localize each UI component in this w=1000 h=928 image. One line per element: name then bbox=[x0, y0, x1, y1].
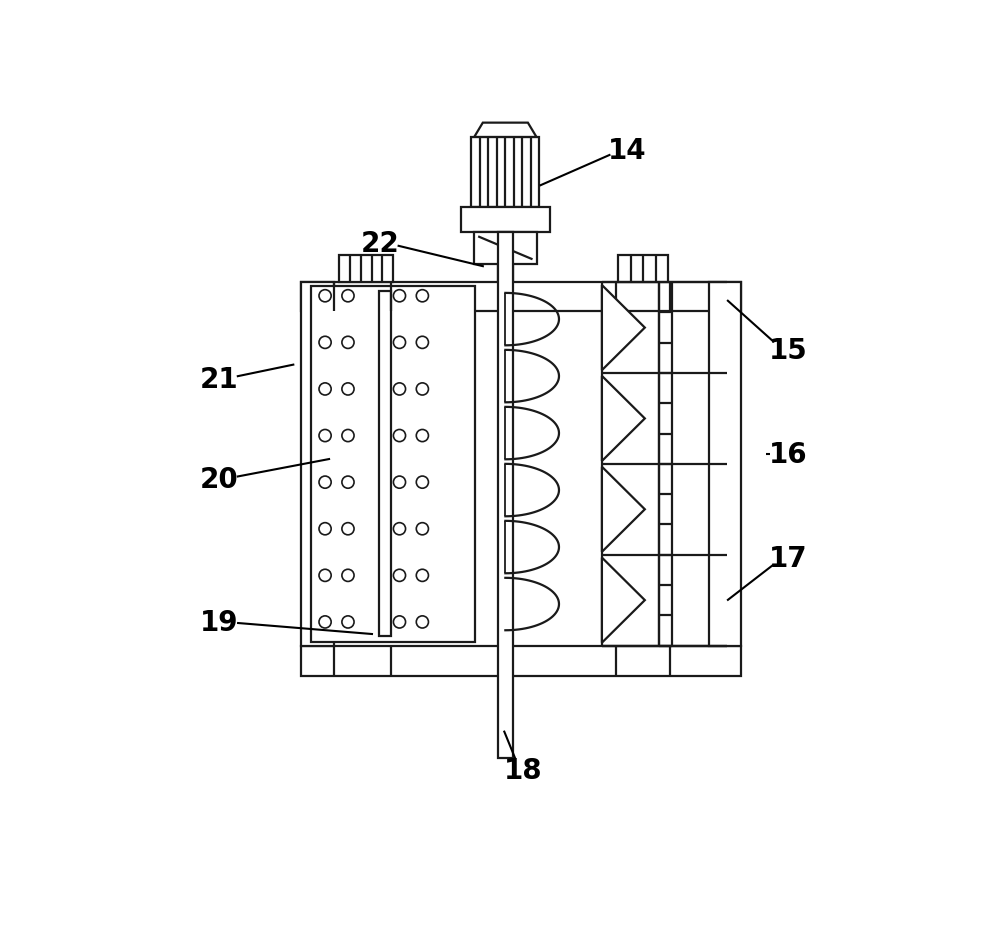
Text: 22: 22 bbox=[361, 229, 400, 258]
Circle shape bbox=[393, 570, 406, 582]
Circle shape bbox=[416, 570, 428, 582]
Circle shape bbox=[342, 477, 354, 489]
Circle shape bbox=[342, 337, 354, 349]
Bar bbox=[301, 283, 334, 646]
Circle shape bbox=[416, 290, 428, 303]
Text: 14: 14 bbox=[608, 136, 646, 164]
Bar bbox=[471, 137, 539, 208]
Circle shape bbox=[342, 290, 354, 303]
Circle shape bbox=[319, 383, 331, 395]
Polygon shape bbox=[602, 377, 645, 461]
Circle shape bbox=[393, 337, 406, 349]
Circle shape bbox=[393, 477, 406, 489]
Bar bbox=[498, 233, 512, 758]
Circle shape bbox=[319, 616, 331, 628]
Circle shape bbox=[342, 616, 354, 628]
Polygon shape bbox=[602, 286, 645, 371]
Circle shape bbox=[342, 523, 354, 535]
Circle shape bbox=[319, 570, 331, 582]
Circle shape bbox=[416, 383, 428, 395]
Polygon shape bbox=[474, 123, 536, 137]
Circle shape bbox=[319, 337, 331, 349]
Text: 15: 15 bbox=[769, 337, 807, 365]
Bar bbox=[379, 292, 391, 637]
Text: 21: 21 bbox=[200, 366, 239, 393]
Circle shape bbox=[319, 477, 331, 489]
Text: 17: 17 bbox=[769, 544, 807, 572]
Circle shape bbox=[319, 290, 331, 303]
Bar bbox=[709, 283, 741, 646]
Bar bbox=[301, 283, 741, 312]
Polygon shape bbox=[602, 467, 645, 552]
Circle shape bbox=[393, 383, 406, 395]
Bar bbox=[618, 256, 668, 283]
Bar bbox=[461, 208, 550, 233]
Circle shape bbox=[393, 523, 406, 535]
Text: 19: 19 bbox=[200, 608, 238, 637]
Circle shape bbox=[342, 570, 354, 582]
Circle shape bbox=[393, 616, 406, 628]
Text: 18: 18 bbox=[504, 756, 543, 784]
Circle shape bbox=[319, 430, 331, 442]
Circle shape bbox=[416, 523, 428, 535]
Circle shape bbox=[416, 477, 428, 489]
Circle shape bbox=[319, 523, 331, 535]
Text: 20: 20 bbox=[200, 465, 239, 494]
Bar bbox=[474, 233, 537, 264]
Circle shape bbox=[393, 290, 406, 303]
Circle shape bbox=[393, 430, 406, 442]
Circle shape bbox=[416, 430, 428, 442]
Text: 16: 16 bbox=[769, 441, 807, 469]
Bar bbox=[339, 256, 393, 283]
Circle shape bbox=[416, 337, 428, 349]
Bar bbox=[311, 287, 475, 642]
Circle shape bbox=[342, 430, 354, 442]
Bar bbox=[301, 646, 741, 676]
Polygon shape bbox=[602, 558, 645, 643]
Circle shape bbox=[416, 616, 428, 628]
Circle shape bbox=[342, 383, 354, 395]
